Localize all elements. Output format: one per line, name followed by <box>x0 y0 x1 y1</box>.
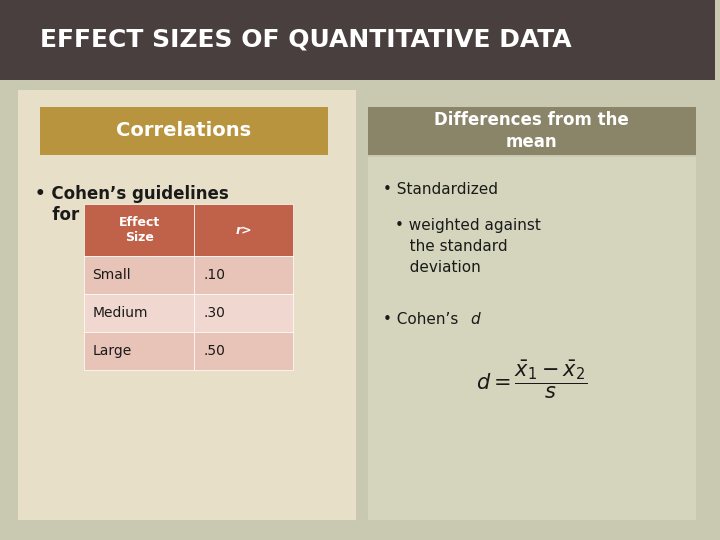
FancyBboxPatch shape <box>194 332 293 370</box>
FancyBboxPatch shape <box>0 0 716 80</box>
FancyBboxPatch shape <box>194 204 293 256</box>
FancyBboxPatch shape <box>84 204 194 256</box>
FancyBboxPatch shape <box>0 82 716 540</box>
Text: .30: .30 <box>204 306 225 320</box>
FancyBboxPatch shape <box>40 107 328 155</box>
Text: r>: r> <box>235 224 252 237</box>
Text: Effect
Size: Effect Size <box>119 216 160 244</box>
FancyBboxPatch shape <box>368 107 696 155</box>
Text: • weighted against
   the standard
   deviation: • weighted against the standard deviatio… <box>395 218 541 275</box>
Text: Differences from the
mean: Differences from the mean <box>434 111 629 151</box>
FancyBboxPatch shape <box>18 90 356 520</box>
FancyBboxPatch shape <box>84 256 194 294</box>
FancyBboxPatch shape <box>194 294 293 332</box>
Text: $d = \dfrac{\bar{x}_1 - \bar{x}_2}{s}$: $d = \dfrac{\bar{x}_1 - \bar{x}_2}{s}$ <box>476 359 588 401</box>
Text: • Cohen’s guidelines
   for Pearson’s: • Cohen’s guidelines for Pearson’s <box>35 185 228 224</box>
FancyBboxPatch shape <box>84 294 194 332</box>
Text: Small: Small <box>92 268 131 282</box>
Text: .50: .50 <box>204 344 225 358</box>
FancyBboxPatch shape <box>84 332 194 370</box>
Text: Medium: Medium <box>92 306 148 320</box>
Text: • Standardized: • Standardized <box>382 182 498 197</box>
Text: r: r <box>201 205 209 223</box>
Text: .10: .10 <box>204 268 225 282</box>
Text: Large: Large <box>92 344 132 358</box>
Text: EFFECT SIZES OF QUANTITATIVE DATA: EFFECT SIZES OF QUANTITATIVE DATA <box>40 28 572 52</box>
Text: d: d <box>470 312 480 327</box>
FancyBboxPatch shape <box>368 157 696 520</box>
FancyBboxPatch shape <box>194 256 293 294</box>
Text: • Cohen’s: • Cohen’s <box>382 312 463 327</box>
Text: Correlations: Correlations <box>116 122 251 140</box>
